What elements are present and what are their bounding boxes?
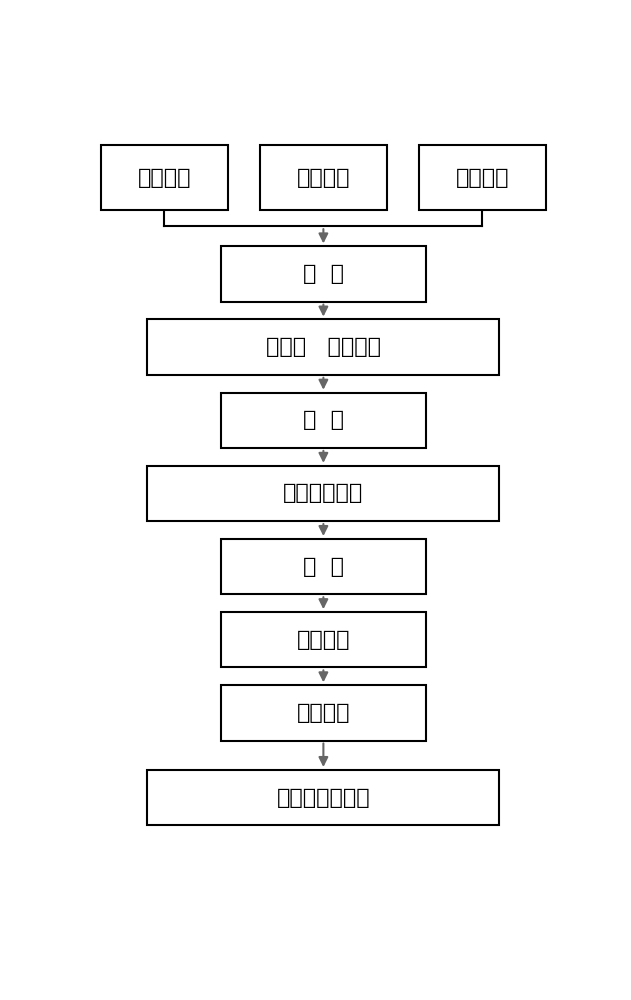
Bar <box>419 145 546 210</box>
Text: 坩埚组装: 坩埚组装 <box>297 168 350 188</box>
Text: 装  炉: 装 炉 <box>303 264 344 284</box>
Bar <box>260 145 387 210</box>
Bar <box>148 770 500 825</box>
Bar <box>148 466 500 521</box>
Text: 籽晶安装: 籽晶安装 <box>138 168 191 188</box>
Bar <box>221 393 426 448</box>
Bar <box>221 685 426 741</box>
Text: 熔  料: 熔 料 <box>303 410 344 430</box>
Text: 尾气处理: 尾气处理 <box>297 630 350 650</box>
Bar <box>221 539 426 594</box>
Text: 降  温: 降 温 <box>303 557 344 577</box>
Bar <box>101 145 228 210</box>
Text: 抽真空   通保护气: 抽真空 通保护气 <box>266 337 381 357</box>
Text: 取出晶体: 取出晶体 <box>297 703 350 723</box>
Bar <box>221 246 426 302</box>
Bar <box>221 612 426 667</box>
Text: 光学加工、检测: 光学加工、检测 <box>276 788 370 808</box>
Bar <box>148 319 500 375</box>
Text: 下降生长晶体: 下降生长晶体 <box>283 483 363 503</box>
Text: 原料称量: 原料称量 <box>456 168 509 188</box>
